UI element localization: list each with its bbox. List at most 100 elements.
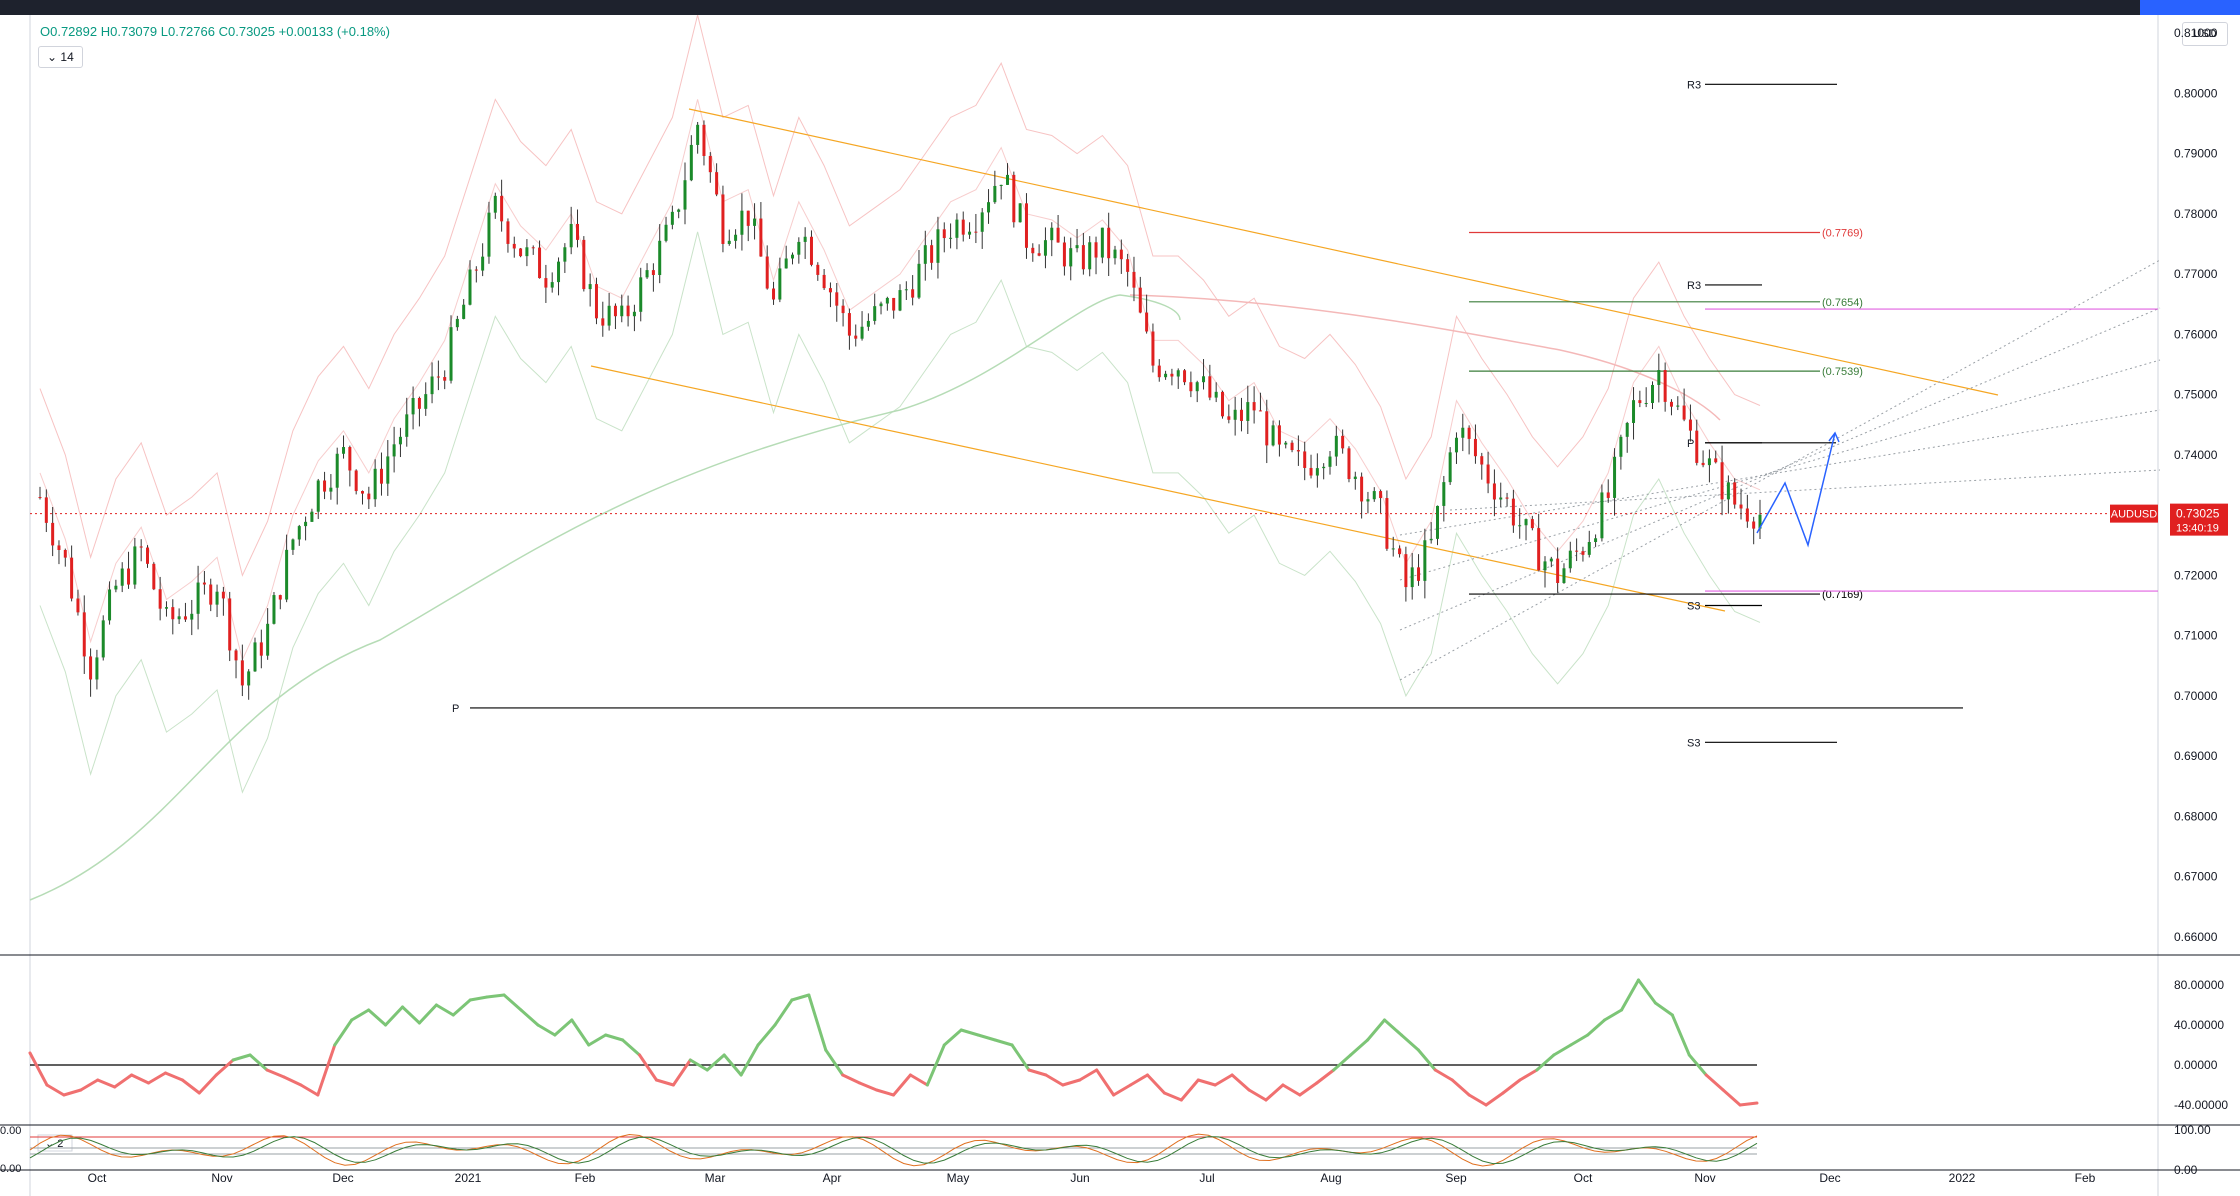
candle-body [1227, 416, 1231, 420]
parallel-dotted [1399, 359, 2161, 581]
osc-segment [485, 993, 506, 999]
candle-body [626, 305, 630, 317]
osc-segment [1670, 1013, 1691, 1057]
candle-body [1290, 442, 1294, 451]
publish-button[interactable] [2140, 0, 2240, 15]
candle-body [1221, 391, 1224, 417]
candle-body [1429, 538, 1433, 541]
osc-segment [1450, 1078, 1471, 1097]
candle-body [1442, 482, 1446, 506]
candle-body [1461, 427, 1465, 438]
pivot-label: R3 [1687, 280, 1701, 292]
osc-segment [1366, 1018, 1387, 1042]
candle-body [221, 591, 225, 599]
osc-segment [1399, 1033, 1420, 1052]
price-axis[interactable]: 0.81000 0.80000 0.79000 0.78000 0.77000 0.760… [2110, 26, 2228, 944]
time-tick-label: Feb [575, 1171, 596, 1185]
candle-body [76, 598, 80, 613]
candle-body [202, 582, 206, 585]
candle-body [740, 210, 744, 235]
candle-body [430, 376, 434, 395]
candle-body [462, 304, 466, 319]
candle-body [443, 377, 447, 381]
pivot-label: S3 [1687, 601, 1700, 613]
osc-segment [1687, 1053, 1708, 1077]
candle-body [1714, 458, 1718, 463]
osc-segment [553, 1018, 574, 1037]
candle-body [1151, 331, 1155, 366]
candle-body [1511, 498, 1515, 526]
price-tick-label: 0.72000 [2174, 568, 2218, 582]
price-channel [590, 108, 2161, 681]
osc-segment [1010, 1043, 1031, 1072]
candle-body [1195, 382, 1199, 392]
candle-body [911, 289, 915, 298]
time-tick-label: Dec [332, 1171, 353, 1185]
osc-segment [1704, 1073, 1725, 1092]
candle-body [715, 172, 719, 195]
ohlc-close: C0.73025 [218, 24, 275, 39]
candle-body [632, 311, 636, 317]
candle-body [1024, 203, 1028, 248]
candle-body [177, 616, 181, 620]
candle-body [999, 184, 1003, 186]
price-badge [2170, 503, 2228, 536]
time-axis[interactable]: Oct Nov Dec 2021 Feb Mar Apr May Jun Jul Aug Sep Oct… [88, 1171, 2096, 1185]
candle-body [335, 453, 339, 488]
candle-body [607, 305, 611, 326]
osc-segment [739, 1043, 760, 1077]
candle-body [209, 584, 213, 605]
price-tick-label: 0.80000 [2174, 86, 2218, 100]
candle-body [658, 240, 662, 276]
candle-body [1587, 542, 1591, 555]
candle-body [379, 468, 383, 484]
osc-segment [1467, 1093, 1488, 1107]
osc-segment [1383, 1018, 1403, 1037]
candle-body [1214, 391, 1218, 398]
candle-body [1436, 505, 1439, 539]
candle-body [538, 247, 542, 279]
candle-body [544, 278, 548, 288]
middle-band [39, 99, 1761, 662]
candle-body [1006, 174, 1009, 185]
stoch-tick-label: 0.00 [2174, 1163, 2198, 1177]
osc-segment [265, 1068, 286, 1079]
candle-body [1669, 401, 1673, 407]
candle-body [190, 613, 194, 620]
candle-body [196, 582, 200, 614]
price-tick-label: 0.69000 [2174, 749, 2218, 763]
candle-body [1233, 409, 1237, 420]
top-toolbar [0, 0, 2240, 15]
osc-segment [1620, 978, 1640, 1012]
osc-segment [993, 1038, 1014, 1047]
time-tick-label: Oct [88, 1171, 107, 1185]
osc-segment [282, 1075, 303, 1087]
currency-selector[interactable]: USD [2182, 22, 2228, 46]
candle-body [95, 657, 99, 680]
osc-segment [1179, 1078, 1200, 1102]
candle-body [1505, 497, 1509, 499]
candle-body [772, 288, 776, 300]
candle-body [1404, 554, 1408, 588]
candle-body [361, 491, 364, 494]
candle-body [1385, 498, 1389, 549]
candle-body [885, 297, 889, 304]
candle-body [1075, 245, 1079, 249]
indicator-legend-toggle[interactable]: ⌄ 14 [38, 46, 83, 68]
candle-body [487, 212, 491, 257]
candle-body [1183, 370, 1187, 383]
candle-body [1138, 287, 1142, 313]
candle-body [291, 539, 295, 550]
candle-body [797, 241, 801, 255]
candle-body [1657, 370, 1661, 385]
candle-body [133, 546, 137, 585]
chart-canvas[interactable]: R3 R3 P S3 P S3 (0.7769) (0.7654) (0.7539) (0.716… [0, 15, 2240, 1196]
fib-label: (0.7539) [1822, 366, 1863, 378]
osc-tick-label: -40.00000 [2174, 1098, 2228, 1112]
candle-body [1157, 365, 1161, 378]
candle-body [373, 468, 377, 500]
candle-body [1170, 373, 1174, 377]
candle-body [297, 526, 301, 540]
osc-segment [316, 1043, 337, 1097]
time-tick-label: Jun [1070, 1171, 1089, 1185]
